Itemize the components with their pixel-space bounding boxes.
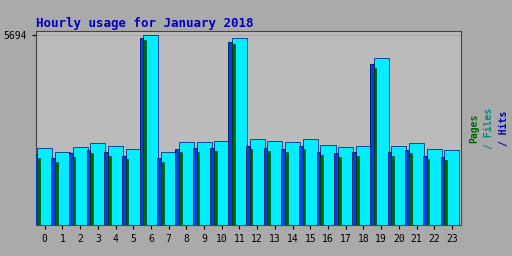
Bar	[143, 40, 146, 225]
Bar	[104, 152, 108, 225]
Bar	[405, 150, 409, 225]
Text: Hourly usage for January 2018: Hourly usage for January 2018	[36, 17, 253, 29]
Bar	[388, 152, 391, 225]
Bar	[90, 153, 93, 225]
Bar	[250, 149, 252, 225]
Bar	[267, 151, 270, 225]
Bar	[157, 158, 161, 225]
Bar	[409, 153, 412, 225]
Bar	[370, 65, 374, 225]
Bar	[33, 155, 37, 225]
Bar	[37, 148, 52, 225]
Bar	[69, 153, 73, 225]
Bar	[37, 158, 40, 225]
Bar	[197, 152, 199, 225]
Bar	[87, 150, 90, 225]
Bar	[232, 38, 247, 225]
Bar	[356, 156, 358, 225]
Bar	[126, 149, 141, 225]
Bar	[143, 35, 158, 225]
Bar	[126, 159, 129, 225]
Bar	[267, 141, 283, 225]
Bar	[108, 146, 123, 225]
Bar	[338, 157, 341, 225]
Bar	[338, 146, 353, 225]
Bar	[409, 143, 424, 225]
Bar	[391, 156, 394, 225]
Bar	[264, 147, 267, 225]
Bar	[140, 38, 143, 225]
Bar	[250, 139, 265, 225]
Bar	[281, 149, 285, 225]
Bar	[161, 152, 176, 225]
Bar	[73, 146, 88, 225]
Bar	[51, 158, 55, 225]
Bar	[55, 152, 70, 225]
Bar	[122, 156, 126, 225]
Bar	[175, 149, 179, 225]
Text: Pages: Pages	[470, 113, 479, 143]
Bar	[374, 68, 376, 225]
Bar	[55, 162, 57, 225]
Bar	[232, 44, 234, 225]
Bar	[161, 162, 164, 225]
Bar	[108, 156, 111, 225]
Bar	[179, 152, 182, 225]
Bar	[285, 142, 300, 225]
Bar	[426, 159, 430, 225]
Bar	[246, 146, 250, 225]
Bar	[228, 42, 232, 225]
Bar	[352, 152, 356, 225]
Bar	[214, 141, 229, 225]
Bar	[179, 142, 194, 225]
Bar	[73, 157, 75, 225]
Bar	[210, 147, 214, 225]
Bar	[444, 160, 447, 225]
Text: / Hits: / Hits	[499, 110, 509, 146]
Bar	[423, 156, 426, 225]
Bar	[441, 157, 444, 225]
Text: / Files: / Files	[484, 108, 494, 148]
Bar	[303, 149, 306, 225]
Bar	[334, 153, 338, 225]
Bar	[197, 142, 211, 225]
Bar	[317, 152, 321, 225]
Bar	[444, 150, 459, 225]
Bar	[214, 151, 217, 225]
Bar	[391, 146, 407, 225]
Bar	[426, 149, 442, 225]
Bar	[321, 155, 323, 225]
Bar	[356, 146, 371, 225]
Bar	[374, 58, 389, 225]
Bar	[299, 146, 303, 225]
Bar	[90, 143, 105, 225]
Bar	[303, 139, 318, 225]
Bar	[193, 148, 197, 225]
Bar	[285, 152, 288, 225]
Bar	[321, 145, 335, 225]
